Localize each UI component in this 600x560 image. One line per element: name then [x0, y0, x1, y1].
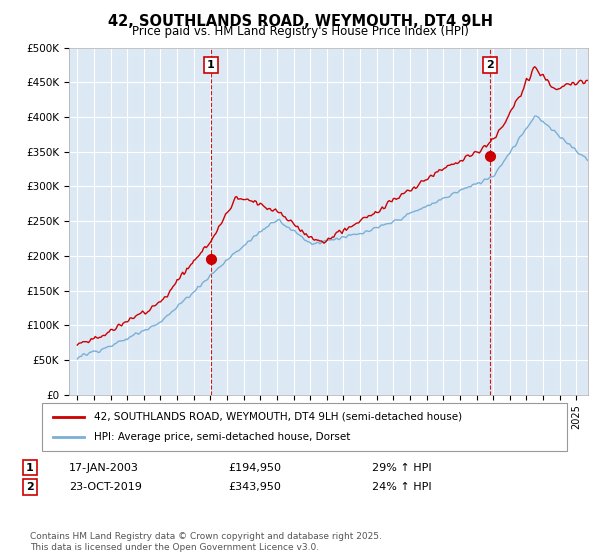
Text: £343,950: £343,950	[228, 482, 281, 492]
Text: 2: 2	[486, 60, 494, 70]
Text: 2: 2	[26, 482, 34, 492]
Text: 24% ↑ HPI: 24% ↑ HPI	[372, 482, 431, 492]
Text: 42, SOUTHLANDS ROAD, WEYMOUTH, DT4 9LH (semi-detached house): 42, SOUTHLANDS ROAD, WEYMOUTH, DT4 9LH (…	[95, 412, 463, 422]
Text: 17-JAN-2003: 17-JAN-2003	[69, 463, 139, 473]
Text: HPI: Average price, semi-detached house, Dorset: HPI: Average price, semi-detached house,…	[95, 432, 351, 442]
Text: £194,950: £194,950	[228, 463, 281, 473]
Text: 1: 1	[207, 60, 215, 70]
Text: Contains HM Land Registry data © Crown copyright and database right 2025.
This d: Contains HM Land Registry data © Crown c…	[30, 532, 382, 552]
Text: 23-OCT-2019: 23-OCT-2019	[69, 482, 142, 492]
Text: 1: 1	[26, 463, 34, 473]
Text: 29% ↑ HPI: 29% ↑ HPI	[372, 463, 431, 473]
Text: 42, SOUTHLANDS ROAD, WEYMOUTH, DT4 9LH: 42, SOUTHLANDS ROAD, WEYMOUTH, DT4 9LH	[107, 14, 493, 29]
FancyBboxPatch shape	[42, 403, 567, 451]
Text: Price paid vs. HM Land Registry's House Price Index (HPI): Price paid vs. HM Land Registry's House …	[131, 25, 469, 38]
